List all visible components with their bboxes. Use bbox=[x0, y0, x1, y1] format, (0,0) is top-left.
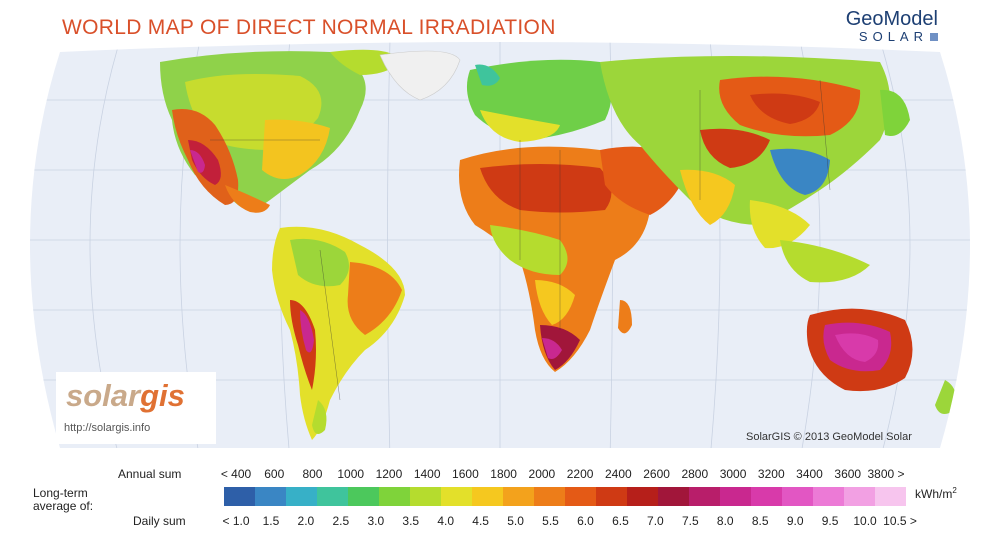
copyright: SolarGIS © 2013 GeoModel Solar bbox=[746, 431, 912, 443]
new-zealand bbox=[935, 380, 957, 414]
daily-label: Daily sum bbox=[133, 514, 186, 528]
color-swatch bbox=[441, 487, 472, 506]
color-swatch bbox=[379, 487, 410, 506]
annual-label: Annual sum bbox=[118, 467, 182, 481]
color-swatch bbox=[534, 487, 565, 506]
tick-label: 4.0 bbox=[437, 514, 455, 528]
tick-label: 3200 bbox=[757, 467, 785, 481]
tick-label: 1.5 bbox=[262, 514, 280, 528]
tick-label: 2.5 bbox=[332, 514, 350, 528]
tick-label: 5.0 bbox=[507, 514, 524, 528]
tick-label: 8.0 bbox=[716, 514, 734, 528]
brand-sub: SOLAR bbox=[858, 29, 928, 44]
tick-label: 5.5 bbox=[542, 514, 559, 528]
logo-url: http://solargis.info bbox=[64, 422, 151, 434]
tick-label: 3.0 bbox=[367, 514, 385, 528]
tick-label: 2200 bbox=[566, 467, 594, 481]
longterm-label-1: Long-term bbox=[33, 486, 88, 500]
tick-label: 7.0 bbox=[647, 514, 664, 528]
tick-label: 2000 bbox=[528, 467, 556, 481]
color-swatch bbox=[565, 487, 596, 506]
longterm-label-2: average of: bbox=[33, 499, 94, 513]
australia bbox=[806, 308, 957, 414]
tick-label: 3400 bbox=[796, 467, 823, 481]
color-scale-bar bbox=[224, 487, 906, 506]
tick-label: 1800 bbox=[490, 467, 517, 481]
color-swatch bbox=[503, 487, 534, 506]
color-swatch bbox=[782, 487, 813, 506]
color-swatch bbox=[348, 487, 379, 506]
logo-word-b: gis bbox=[140, 378, 185, 413]
annual-ticks: < 400 600 800 1000 1200 1400 1600 1800 2000 2200 2… bbox=[212, 467, 912, 481]
logo-word-a: solar bbox=[66, 378, 141, 413]
tick-label: 2800 bbox=[681, 467, 709, 481]
tick-label: 2600 bbox=[643, 467, 670, 481]
brand-square-icon bbox=[930, 33, 938, 41]
tick-label: 9.0 bbox=[786, 514, 804, 528]
color-swatch bbox=[472, 487, 503, 506]
unit-label: kWh/m2 bbox=[915, 486, 957, 501]
europe bbox=[466, 59, 612, 142]
tick-label: 7.5 bbox=[681, 514, 699, 528]
south-america bbox=[272, 226, 405, 440]
color-swatch bbox=[751, 487, 782, 506]
asia bbox=[600, 56, 910, 283]
color-swatch bbox=[255, 487, 286, 506]
tick-label: 1600 bbox=[452, 467, 479, 481]
color-swatch bbox=[627, 487, 658, 506]
color-swatch bbox=[410, 487, 441, 506]
color-swatch bbox=[844, 487, 875, 506]
tick-label: 2400 bbox=[604, 467, 632, 481]
tick-label: 3600 bbox=[834, 467, 862, 481]
color-swatch bbox=[658, 487, 689, 506]
tick-label: 6.0 bbox=[577, 514, 594, 528]
tick-label: 1200 bbox=[375, 467, 403, 481]
tick-label: 1000 bbox=[337, 467, 365, 481]
madagascar bbox=[618, 300, 632, 334]
tick-label: < 400 bbox=[220, 467, 252, 481]
color-swatch bbox=[720, 487, 751, 506]
color-swatch bbox=[875, 487, 906, 506]
tick-label: 1400 bbox=[413, 467, 441, 481]
brand-name: GeoModel bbox=[845, 8, 938, 30]
daily-ticks: < 1.0 1.5 2.0 2.5 3.0 3.5 4.0 4.5 5.0 5.5 6.0 6.5 7.… bbox=[212, 514, 916, 528]
color-swatch bbox=[813, 487, 844, 506]
color-swatch bbox=[596, 487, 627, 506]
tick-label: 9.5 bbox=[821, 514, 839, 528]
tick-label: 10.5 > bbox=[883, 514, 917, 528]
color-swatch bbox=[317, 487, 348, 506]
north-america bbox=[160, 49, 400, 213]
tick-label: 10.0 bbox=[853, 514, 877, 528]
tick-label: 3000 bbox=[719, 467, 747, 481]
tick-label: 8.5 bbox=[751, 514, 769, 528]
color-swatch bbox=[689, 487, 720, 506]
tick-label: 3800 > bbox=[867, 467, 905, 481]
africa bbox=[459, 146, 650, 372]
tick-label: 2.0 bbox=[297, 514, 315, 528]
color-swatch bbox=[286, 487, 317, 506]
tick-label: 3.5 bbox=[402, 514, 420, 528]
map-title: WORLD MAP OF DIRECT NORMAL IRRADIATION bbox=[62, 16, 556, 39]
tick-label: 600 bbox=[264, 467, 285, 481]
solargis-logo: solargis http://solargis.info bbox=[56, 372, 216, 444]
greenland bbox=[379, 50, 461, 101]
country-borders bbox=[210, 79, 831, 401]
tick-label: 4.5 bbox=[472, 514, 489, 528]
tick-label: 800 bbox=[302, 467, 323, 481]
tick-label: < 1.0 bbox=[222, 514, 250, 528]
color-swatch bbox=[224, 487, 255, 506]
tick-label: 6.5 bbox=[612, 514, 629, 528]
geomodel-logo: GeoModel SOLAR bbox=[846, 8, 938, 44]
